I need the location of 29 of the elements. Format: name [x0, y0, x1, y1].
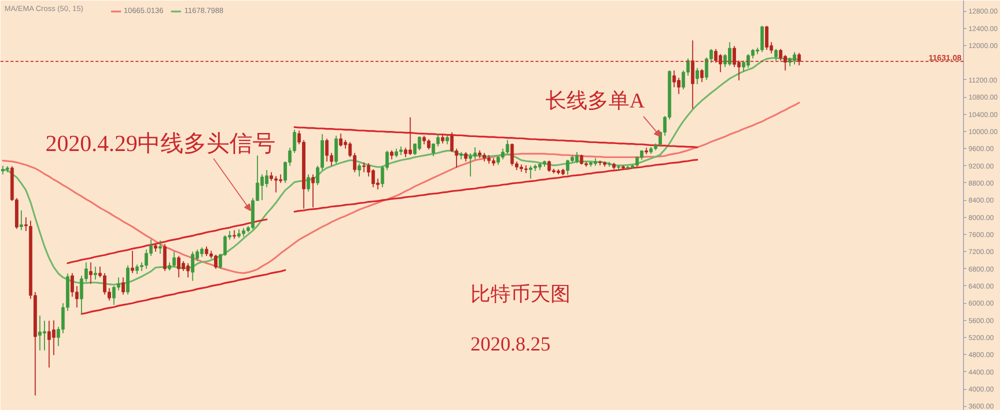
- candlestick: [158, 240, 162, 254]
- candlestick: [24, 216, 28, 232]
- candlestick: [122, 276, 125, 296]
- annotation: 2020.4.29中线多头信号: [46, 131, 276, 156]
- candlestick: [732, 46, 736, 68]
- line-series: [66, 218, 268, 264]
- candlestick: [38, 315, 42, 351]
- candlestick: [306, 174, 310, 192]
- candlestick: [797, 52, 801, 66]
- candlestick: [390, 150, 394, 160]
- annotation: 长线多单A: [546, 88, 646, 112]
- ref-line-label: 11631.08: [928, 53, 962, 62]
- candlestick: [334, 135, 338, 164]
- candlestick: [94, 266, 98, 280]
- line-series: [294, 158, 698, 213]
- candlestick: [311, 174, 315, 208]
- annotation: 2020.8.25: [470, 334, 550, 356]
- annotation: 比特币天图: [470, 284, 570, 306]
- candlestick: [696, 67, 699, 85]
- line-series: [80, 269, 286, 315]
- candlestick: [690, 40, 694, 110]
- candlestick: [89, 262, 92, 284]
- candlestick: [20, 210, 24, 231]
- candlestick: [700, 68, 704, 83]
- candlestick: [464, 152, 468, 162]
- candlestick: [774, 48, 778, 62]
- candlestick: [130, 250, 134, 274]
- candlestick: [163, 243, 167, 272]
- candlestick: [358, 163, 361, 178]
